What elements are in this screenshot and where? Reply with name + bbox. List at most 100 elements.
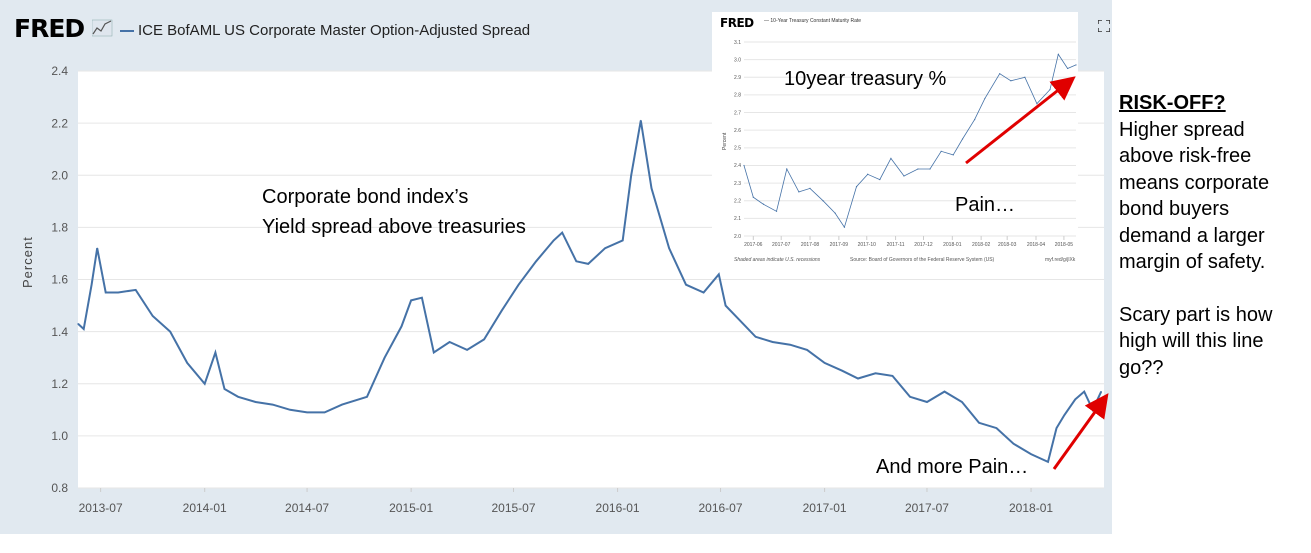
main-data-point xyxy=(1055,427,1058,429)
main-data-point xyxy=(841,370,843,372)
main-data-point xyxy=(978,422,980,424)
side-line: bond buyers xyxy=(1119,198,1230,220)
main-data-point xyxy=(400,325,403,328)
side-line: Higher spread xyxy=(1119,118,1245,141)
main-data-point xyxy=(725,304,727,307)
inset-y-tick-label: 2.3 xyxy=(734,181,741,187)
inset-y-tick-label: 3.0 xyxy=(734,57,741,63)
inset-x-tick-label: 2018-02 xyxy=(972,242,991,248)
main-data-point xyxy=(640,119,642,122)
main-y-tick-label: 1.2 xyxy=(51,377,68,391)
annotation-corporate-line1: Corporate bond index’s xyxy=(262,186,469,208)
fullscreen-icon[interactable] xyxy=(1098,20,1110,32)
inset-x-tick-label: 2018-01 xyxy=(943,242,962,248)
main-data-point xyxy=(1047,461,1049,463)
main-data-point xyxy=(737,317,739,320)
main-data-point xyxy=(806,349,808,351)
fred-graph-icon xyxy=(92,19,113,37)
inset-x-tick-label: 2018-05 xyxy=(1055,242,1074,248)
main-data-point xyxy=(483,338,485,341)
main-data-point xyxy=(909,396,911,398)
inset-data-point xyxy=(1024,76,1026,78)
main-x-tick-label: 2017-01 xyxy=(803,501,847,515)
inset-footnote-source: Source: Board of Governors of the Federa… xyxy=(850,257,995,263)
inset-x-tick-label: 2017-06 xyxy=(744,242,763,248)
main-data-point xyxy=(117,291,119,294)
main-x-tick-label: 2017-07 xyxy=(905,501,949,515)
main-data-point xyxy=(466,349,468,351)
inset-data-point xyxy=(843,226,846,228)
main-data-point xyxy=(771,341,774,343)
main-data-point xyxy=(604,247,606,249)
main-x-tick-label: 2015-01 xyxy=(389,501,433,515)
inset-data-point xyxy=(798,191,800,193)
main-y-tick-label: 1.0 xyxy=(51,429,68,443)
main-data-point xyxy=(105,291,107,294)
fred-logo[interactable]: FRED xyxy=(14,14,85,43)
side-spacer xyxy=(1119,276,1309,302)
inset-x-tick-label: 2017-10 xyxy=(858,242,877,248)
inset-y-tick-label: 2.5 xyxy=(734,146,741,152)
series-title: ICE BofAML US Corporate Master Option-Ad… xyxy=(138,22,531,39)
main-y-tick-label: 2.2 xyxy=(51,116,68,130)
main-x-tick-label: 2016-01 xyxy=(596,501,640,515)
legend-swatch xyxy=(120,30,134,32)
inset-y-tick-label: 2.6 xyxy=(734,128,741,134)
main-data-point xyxy=(1030,453,1032,455)
inset-data-point xyxy=(1049,89,1051,91)
inset-data-point xyxy=(743,164,745,167)
main-data-point xyxy=(214,351,217,354)
inset-data-point xyxy=(890,157,892,159)
inset-data-point xyxy=(952,154,954,156)
main-data-point xyxy=(754,336,757,338)
main-y-tick-label: 1.6 xyxy=(51,273,68,287)
inset-footnote-link[interactable]: myf.red/g/jlXk xyxy=(1045,257,1076,263)
main-data-point xyxy=(421,297,423,299)
main-data-point xyxy=(630,174,632,176)
main-data-point xyxy=(961,401,963,403)
inset-series-title: — 10-Year Treasury Constant Maturity Rat… xyxy=(764,18,862,24)
main-data-point xyxy=(874,372,877,374)
main-data-point xyxy=(789,344,791,346)
main-y-tick-label: 0.8 xyxy=(51,481,68,495)
inset-data-point xyxy=(1057,53,1059,55)
main-data-point xyxy=(685,284,687,286)
inset-x-tick-label: 2018-04 xyxy=(1027,242,1046,248)
main-data-point xyxy=(995,427,998,429)
inset-data-point xyxy=(809,187,811,189)
main-data-point xyxy=(1100,390,1102,393)
main-x-tick-label: 2014-07 xyxy=(285,501,329,515)
main-x-tick-label: 2018-01 xyxy=(1009,501,1053,515)
inset-chart: 2.0 2.1 2.2 2.3 2.4 2.5 2.6 2.7 2.8 2.9 3.0 3.1 2017… xyxy=(734,40,1077,248)
annotation-10year-treasury: 10year treasury % xyxy=(784,68,947,90)
inset-x-tick-label: 2017-11 xyxy=(887,242,905,248)
inset-x-tick-label: 2017-08 xyxy=(801,242,820,248)
side-title: RISK-OFF? xyxy=(1119,92,1226,114)
main-data-point xyxy=(501,310,503,312)
main-data-point xyxy=(1074,398,1076,400)
main-data-point xyxy=(204,383,206,385)
main-data-point xyxy=(650,187,653,189)
inset-data-point xyxy=(786,168,788,170)
main-data-point xyxy=(448,341,451,343)
inset-data-point xyxy=(929,168,931,170)
main-data-point xyxy=(306,411,308,414)
y-axis-label: Percent xyxy=(20,236,35,288)
main-data-point xyxy=(223,388,226,390)
main-data-point xyxy=(152,315,154,317)
side-line: means corporate xyxy=(1119,171,1270,194)
main-x-tick-label: 2016-07 xyxy=(698,501,742,515)
main-data-point xyxy=(587,263,589,265)
main-data-point xyxy=(668,247,670,249)
annotation-corporate-line2: Yield spread above treasuries xyxy=(262,216,526,238)
main-data-point xyxy=(83,328,85,330)
main-data-point xyxy=(553,239,555,242)
main-x-tick-label: 2014-01 xyxy=(183,501,227,515)
side-line: above risk-free xyxy=(1119,145,1252,167)
inset-x-tick-label: 2017-07 xyxy=(772,242,791,248)
inset-y-tick-label: 2.9 xyxy=(734,75,741,81)
main-data-point xyxy=(410,299,412,301)
inset-data-point xyxy=(903,175,905,177)
side-line: high will this line xyxy=(1119,330,1264,352)
main-data-point xyxy=(289,409,291,411)
